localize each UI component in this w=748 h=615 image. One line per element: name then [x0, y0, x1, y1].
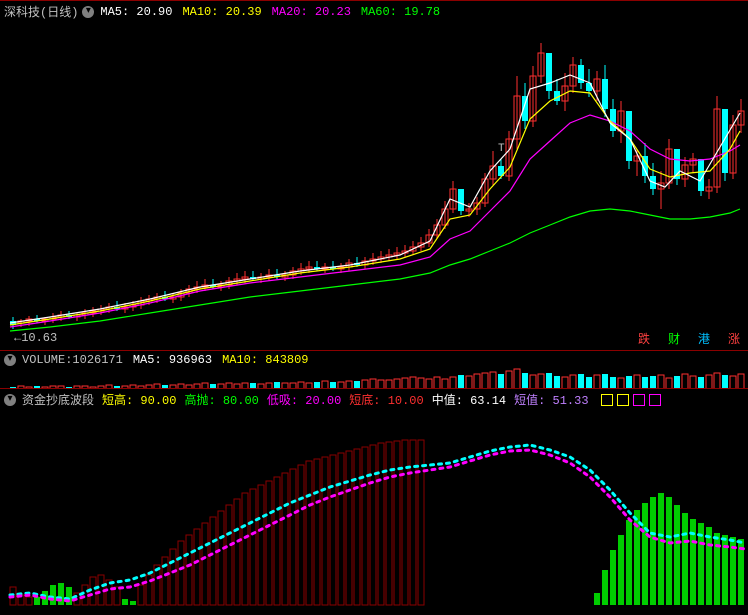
svg-text:←10.63: ←10.63: [14, 331, 57, 345]
main-price-chart[interactable]: 深科技(日线) ▾ MA5: 20.90 MA10: 20.39 MA20: 2…: [0, 0, 748, 350]
badge-gang[interactable]: 港: [698, 330, 710, 347]
volume-svg: [0, 351, 748, 389]
svg-text:T: T: [498, 143, 505, 155]
volume-chart[interactable]: ▾ VOLUME:1026171 MA5: 936963 MA10: 84380…: [0, 350, 748, 388]
badge-die[interactable]: 跌: [638, 330, 650, 347]
main-svg: ←10.63 T: [0, 1, 748, 351]
collapse-icon[interactable]: ▾: [4, 394, 16, 406]
legend-sq-2: [617, 394, 629, 406]
legend-sq-3: [633, 394, 645, 406]
badge-row: 跌 财 港 涨: [638, 330, 740, 347]
indicator-chart[interactable]: ▾ 资金抄底波段 短高: 90.00 高抛: 80.00 低吸: 20.00 短…: [0, 388, 748, 613]
indicator-svg: [0, 405, 748, 615]
legend-sq-4: [649, 394, 661, 406]
legend-sq-1: [601, 394, 613, 406]
badge-cai[interactable]: 财: [668, 330, 680, 347]
badge-zhang[interactable]: 涨: [728, 330, 740, 347]
indicator-legend: [601, 394, 661, 406]
